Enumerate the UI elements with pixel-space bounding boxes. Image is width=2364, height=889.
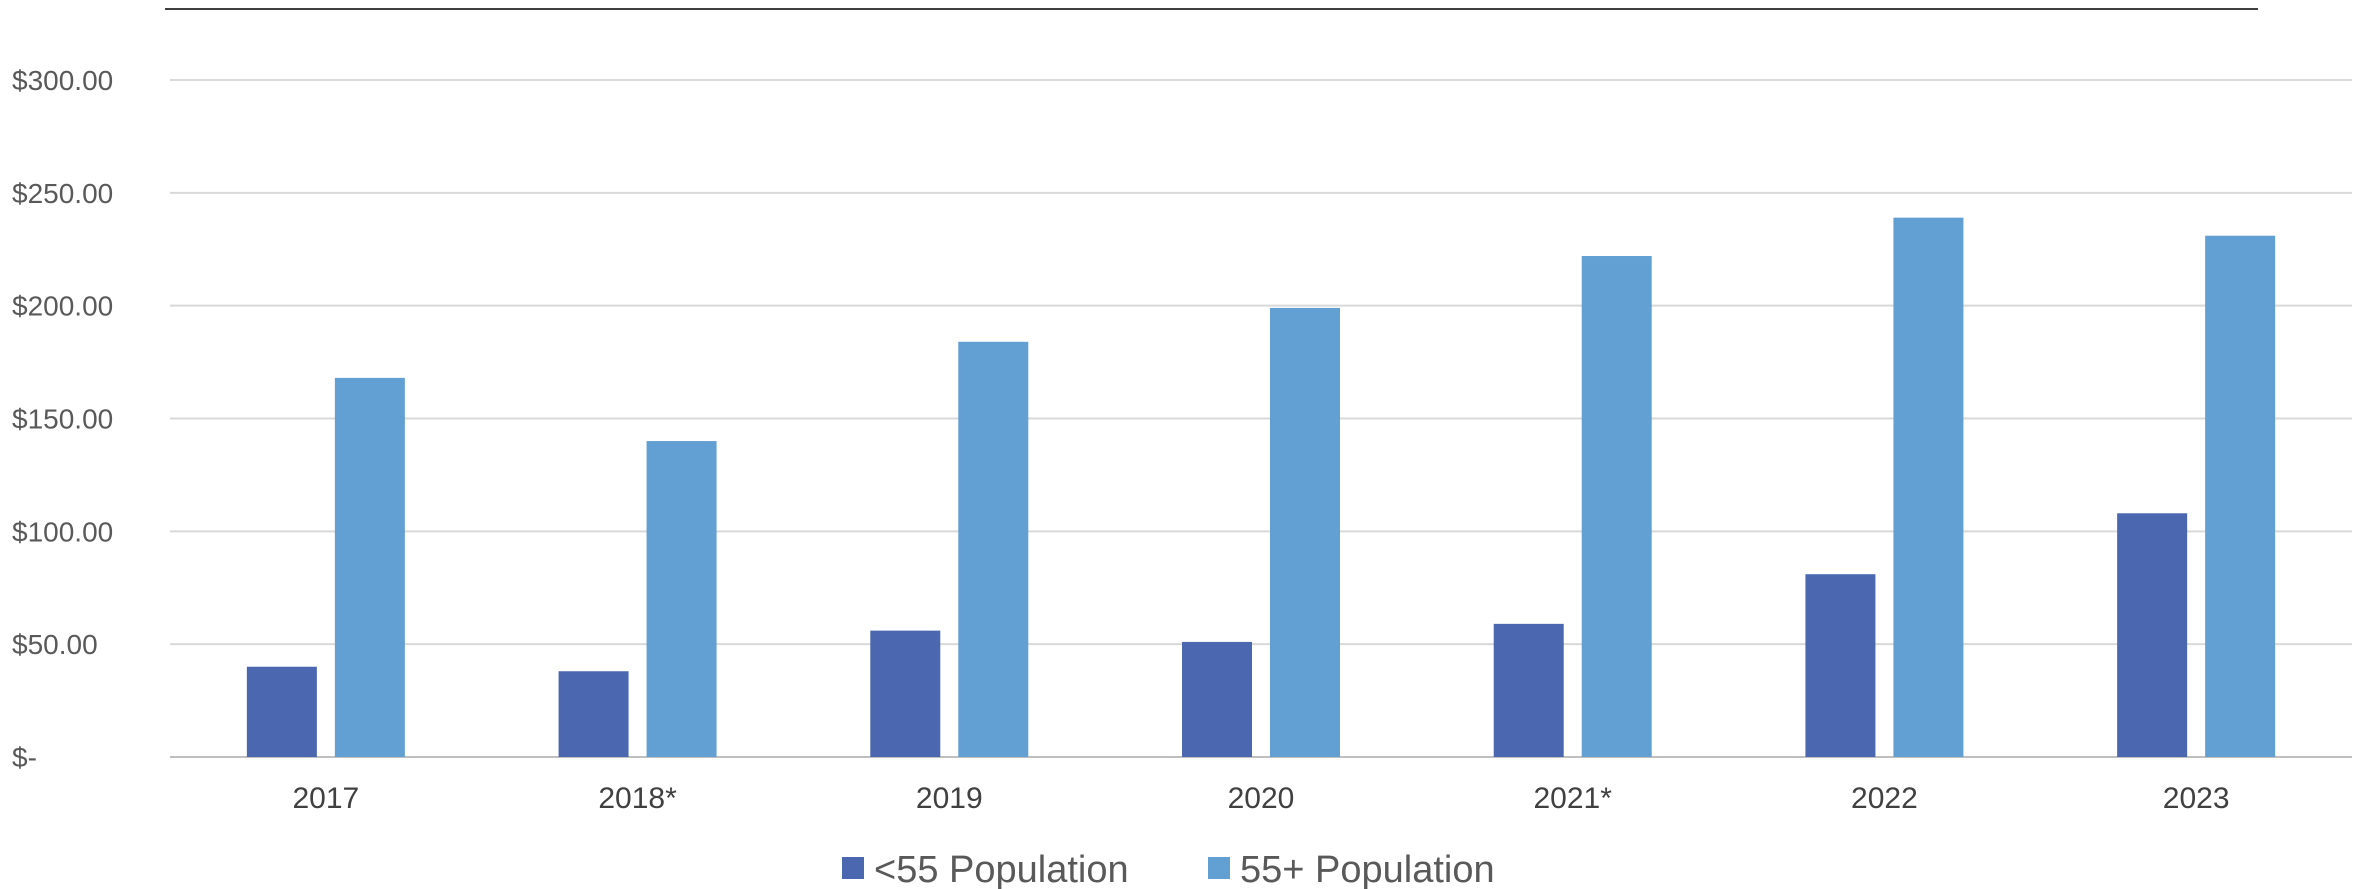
- bar-under-55-2019: [870, 631, 940, 757]
- y-tick-label: $50.00: [12, 629, 98, 660]
- bars: [247, 218, 2275, 757]
- legend-label-under-55: <55 Population: [874, 849, 1129, 889]
- bar-55-plus-2021: [1582, 256, 1652, 757]
- bar-under-55-2021: [1494, 624, 1564, 757]
- x-tick-label: 2021*: [1534, 782, 1613, 815]
- bar-55-plus-2023: [2205, 236, 2275, 757]
- bar-55-plus-2022: [1893, 218, 1963, 757]
- x-tick-label: 2018*: [598, 782, 677, 815]
- y-tick-label: $100.00: [12, 516, 113, 547]
- bar-55-plus-2017: [335, 378, 405, 757]
- bar-under-55-2020: [1182, 642, 1252, 757]
- gridlines: [170, 80, 2352, 757]
- y-axis-ticks: $- $50.00 $100.00 $150.00 $200.00 $250.00 $300…: [12, 65, 113, 773]
- bar-under-55-2022: [1805, 574, 1875, 757]
- y-tick-label: $-: [12, 742, 37, 773]
- legend-label-55-plus: 55+ Population: [1240, 849, 1495, 889]
- bar-under-55-2017: [247, 667, 317, 757]
- x-tick-label: 2020: [1228, 782, 1295, 815]
- x-tick-label: 2019: [916, 782, 983, 815]
- bar-under-55-2018: [559, 671, 629, 757]
- legend-swatch-under-55: [842, 857, 864, 879]
- bar-55-plus-2018: [647, 441, 717, 757]
- x-tick-label: 2023: [2163, 782, 2230, 815]
- legend: <55 Population 55+ Population: [842, 849, 1495, 889]
- y-tick-label: $200.00: [12, 291, 113, 322]
- y-tick-label: $300.00: [12, 65, 113, 96]
- y-tick-label: $150.00: [12, 404, 113, 435]
- x-axis-ticks: 2017 2018* 2019 2020 2021* 2022 2023: [292, 782, 2229, 815]
- x-tick-label: 2017: [292, 782, 359, 815]
- bar-55-plus-2020: [1270, 308, 1340, 757]
- y-tick-label: $250.00: [12, 178, 113, 209]
- x-tick-label: 2022: [1851, 782, 1918, 815]
- bar-under-55-2023: [2117, 513, 2187, 757]
- bar-55-plus-2019: [958, 342, 1028, 757]
- legend-swatch-55-plus: [1208, 857, 1230, 879]
